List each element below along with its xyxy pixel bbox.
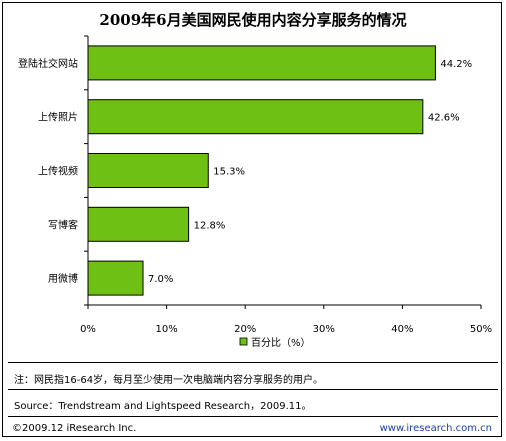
footnote: 注：网民指16-64岁，每月至少使用一次电脑端内容分享服务的用户。 [14, 375, 324, 386]
x-tick-label: 20% [234, 324, 256, 335]
x-tick-label: 40% [391, 324, 413, 335]
category-label: 登陆社交网站 [18, 57, 78, 70]
chart-title: 2009年6月美国网民使用内容分享服务的情况 [99, 11, 407, 29]
divider-top [8, 362, 498, 363]
bar [87, 153, 209, 188]
legend-swatch [239, 337, 248, 346]
x-tick-label: 0% [80, 324, 96, 335]
category-label: 用微博 [48, 272, 78, 285]
bar [87, 206, 190, 242]
bar [87, 99, 424, 135]
divider-middle [8, 389, 498, 390]
legend-label: 百分比（%） [251, 337, 311, 349]
category-label: 上传照片 [38, 111, 78, 124]
bar [87, 260, 144, 296]
x-tick-label: 50% [470, 324, 492, 335]
data-label: 15.3% [213, 167, 245, 178]
website-link: www.iresearch.com.cn [379, 423, 492, 434]
divider-bottom [8, 416, 498, 417]
data-label: 42.6% [428, 113, 460, 124]
bar [87, 45, 436, 81]
data-label: 7.0% [148, 274, 173, 285]
data-label: 44.2% [440, 59, 472, 70]
category-label: 上传视频 [38, 165, 78, 178]
x-tick-label: 30% [313, 324, 335, 335]
source-note: Source：Trendstream and Lightspeed Resear… [14, 401, 312, 412]
category-label: 写博客 [48, 218, 78, 231]
copyright: ©2009.12 iResearch Inc. [12, 423, 137, 434]
data-label: 12.8% [194, 220, 226, 231]
x-tick-label: 10% [155, 324, 177, 335]
